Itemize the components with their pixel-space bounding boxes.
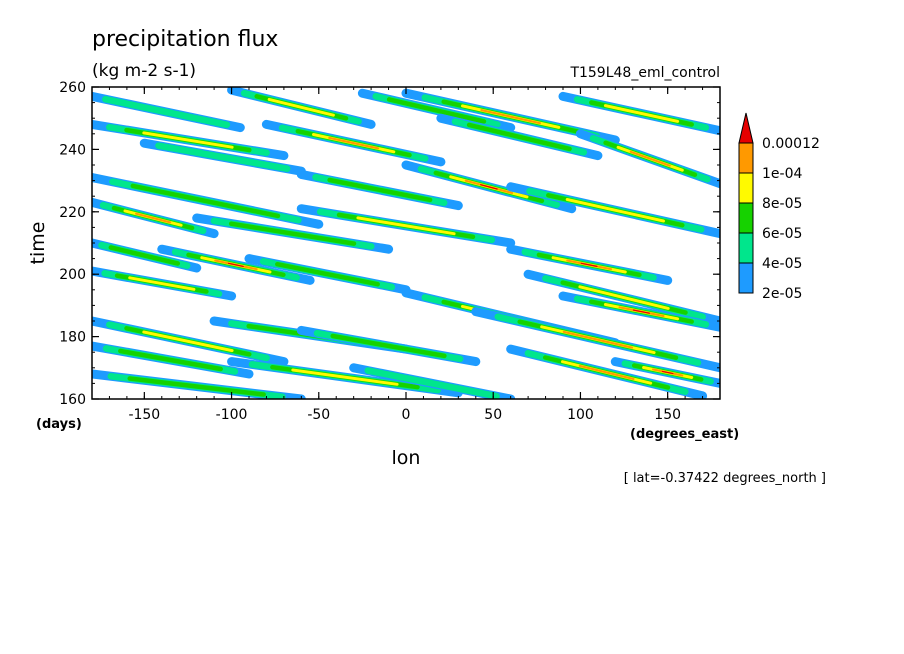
contour-band: [118, 348, 223, 372]
contour-band: [128, 276, 196, 291]
contour-band: [466, 122, 572, 152]
colorbar-label: 1e-04: [762, 166, 802, 182]
y-axis-title: time: [27, 222, 49, 265]
x-tick-label: -100: [216, 407, 248, 423]
contour-band: [227, 262, 244, 267]
colorbar-triangle: [738, 112, 754, 144]
contour-band: [562, 330, 634, 349]
x-tick-label: 100: [567, 407, 594, 423]
colorbar-box: [738, 142, 754, 174]
y-tick-label: 220: [59, 205, 86, 221]
contour-streaks: [92, 87, 720, 399]
contour-band: [364, 367, 500, 399]
contour-band: [629, 150, 671, 167]
contour-band: [565, 198, 665, 223]
chart-units: (kg m-2 s-1): [92, 61, 196, 81]
colorbar: 2e-05 4e-05 6e-05 8e-05 1e-04 0.00012: [738, 112, 820, 302]
colorbar-label: 0.00012: [762, 136, 820, 152]
contour-band: [142, 330, 234, 353]
x-tick-label: -50: [307, 407, 330, 423]
experiment-label: T159L48_eml_control: [569, 65, 720, 81]
contour-band: [291, 368, 399, 386]
contour-band: [327, 177, 433, 203]
x-tick-label: 0: [402, 407, 411, 423]
contour-band: [108, 245, 181, 266]
contour-band: [135, 212, 172, 224]
colorbar-box: [738, 172, 754, 204]
x-tick-label: 50: [484, 407, 502, 423]
colorbar-label: 6e-05: [762, 226, 802, 242]
contour-band: [603, 104, 680, 123]
contour-band: [228, 221, 357, 246]
contour-band: [632, 309, 651, 314]
colorbar-box: [738, 232, 754, 264]
contour-band: [330, 333, 447, 359]
contour-band: [155, 142, 291, 172]
contour-band: [386, 97, 487, 124]
contour-band: [275, 261, 380, 287]
y-tick-label: 180: [59, 330, 86, 346]
contour-band: [142, 131, 234, 149]
y-tick-label: 260: [59, 80, 86, 96]
contour-band: [480, 184, 498, 190]
y-axis: 160 180 200 220 240 260: [59, 80, 720, 408]
latitude-footnote: [ lat=-0.37422 degrees_north ]: [624, 471, 826, 486]
colorbar-label: 4e-05: [762, 256, 802, 272]
contour-band: [578, 285, 670, 310]
y-tick-label: 240: [59, 142, 86, 158]
contour-band: [130, 183, 281, 219]
colorbar-box: [738, 262, 754, 294]
contour-band: [328, 136, 380, 150]
y-tick-label: 160: [59, 392, 86, 408]
contour-band: [578, 364, 635, 380]
x-tick-label: 150: [654, 407, 681, 423]
contour-band: [102, 95, 231, 129]
colorbar-label: 8e-05: [762, 196, 802, 212]
x-axis-title: lon: [392, 447, 421, 469]
contour-band: [580, 262, 598, 267]
contour-band: [127, 376, 266, 397]
x-units-label: (degrees_east): [630, 427, 739, 442]
x-tick-label: -150: [128, 407, 160, 423]
x-axis: -150 -100 -50 0 50 100 150: [91, 87, 721, 423]
contour-band: [356, 216, 456, 236]
y-tick-label: 200: [59, 267, 86, 283]
y-units-label: (days): [36, 417, 82, 432]
contour-band: [661, 370, 674, 375]
colorbar-label: 2e-05: [762, 286, 802, 302]
chart-title: precipitation flux: [92, 27, 278, 52]
contour-band: [480, 109, 541, 125]
colorbar-box: [738, 202, 754, 234]
contour-band: [267, 97, 335, 117]
